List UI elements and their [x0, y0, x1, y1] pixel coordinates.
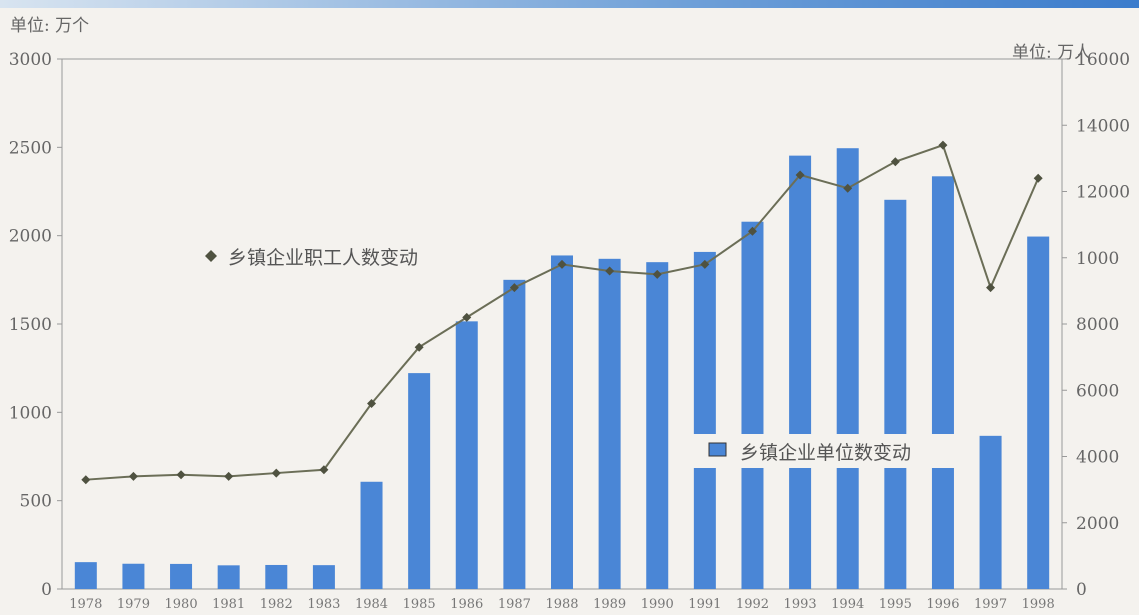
x-tick-label: 1979	[117, 597, 150, 612]
x-tick-label: 1998	[1022, 597, 1055, 612]
x-axis: 1978 1979 1980 1981 1982 1983 1984 1985 1986 1987…	[69, 597, 1054, 612]
bar	[789, 155, 812, 590]
bar	[836, 148, 859, 589]
line-point	[795, 170, 805, 180]
line-point	[557, 259, 567, 269]
x-tick-label: 1988	[545, 597, 578, 612]
left-tick-label: 500	[20, 492, 52, 512]
right-tick-label: 14000	[1076, 116, 1130, 136]
x-tick-label: 1978	[69, 597, 102, 612]
x-tick-label: 1983	[307, 597, 340, 612]
legend-line-marker-icon	[205, 250, 217, 262]
x-tick-label: 1989	[593, 597, 626, 612]
bar	[551, 255, 573, 589]
bar	[646, 262, 669, 589]
legend-line-series: 乡镇企业职工人数变动	[205, 247, 418, 269]
line-point	[843, 183, 853, 193]
line-point	[890, 157, 900, 167]
x-tick-label: 1996	[926, 597, 959, 612]
bar	[74, 562, 97, 589]
line-point	[319, 465, 329, 475]
x-tick-label: 1987	[498, 597, 531, 612]
line-point	[176, 470, 186, 480]
line-point	[271, 468, 281, 478]
line-point	[128, 471, 138, 481]
x-tick-label: 1997	[974, 597, 1007, 612]
x-tick-label: 1982	[260, 597, 293, 612]
left-tick-label: 1000	[9, 403, 52, 423]
right-tick-label: 4000	[1076, 448, 1119, 468]
bar	[360, 481, 383, 589]
left-tick-label: 2000	[9, 227, 52, 247]
bar	[265, 564, 288, 589]
line-point	[1033, 173, 1043, 183]
top-decoration-band	[0, 0, 1139, 8]
bar-series-units	[74, 148, 1050, 590]
left-tick-label: 3000	[9, 50, 52, 70]
right-tick-label: 1000	[1076, 249, 1119, 269]
bar	[408, 373, 431, 589]
bar	[455, 321, 478, 589]
x-tick-label: 1981	[212, 597, 245, 612]
bar	[693, 251, 716, 590]
left-tick-label: 2500	[9, 138, 52, 158]
line-series-employees	[81, 140, 1043, 485]
bar	[884, 199, 907, 589]
right-tick-label: 6000	[1076, 381, 1119, 401]
left-axis-unit-label: 单位: 万个	[10, 16, 89, 36]
bar	[979, 435, 1002, 589]
legend-bar-label: 乡镇企业单位数变动	[740, 442, 911, 464]
legend-bar-swatch-icon	[708, 442, 727, 457]
legend-bar-background	[690, 434, 958, 468]
x-tick-label: 1990	[641, 597, 674, 612]
x-tick-label: 1993	[784, 597, 817, 612]
right-tick-label: 12000	[1076, 183, 1130, 203]
x-tick-label: 1985	[403, 597, 436, 612]
line-point	[652, 269, 662, 279]
right-tick-label: 16000	[1076, 50, 1130, 70]
bar	[503, 279, 526, 589]
line-point	[224, 471, 234, 481]
legend-line-label: 乡镇企业职工人数变动	[228, 247, 418, 269]
line-point	[367, 399, 377, 408]
x-tick-label: 1984	[355, 597, 388, 612]
line-point	[414, 342, 424, 352]
bar	[217, 565, 240, 589]
line-point	[986, 283, 996, 293]
x-tick-label: 1995	[879, 597, 912, 612]
line-point	[605, 266, 615, 276]
line-point	[747, 226, 757, 236]
x-tick-label: 1994	[831, 597, 864, 612]
left-tick-label: 0	[41, 580, 52, 600]
right-axis-unit-label: 单位: 万人	[1012, 43, 1091, 63]
bar	[170, 563, 193, 589]
line-point	[938, 140, 948, 150]
right-tick-label: 8000	[1076, 315, 1119, 335]
bar	[598, 258, 621, 589]
bar	[741, 221, 764, 589]
left-tick-label: 1500	[9, 315, 52, 335]
x-tick-label: 1980	[165, 597, 198, 612]
line-point	[509, 283, 519, 293]
bar	[312, 565, 335, 589]
right-tick-label: 2000	[1076, 514, 1119, 534]
bar	[931, 176, 954, 589]
line-point	[81, 475, 91, 485]
right-tick-label: 0	[1076, 580, 1087, 600]
x-tick-label: 1986	[450, 597, 483, 612]
right-y-axis: 0 2000 4000 6000 8000 1000 12000 14000 16000	[1062, 50, 1130, 600]
bar	[1027, 236, 1050, 590]
line-point	[700, 259, 710, 269]
legend-bar-series: 乡镇企业单位数变动	[690, 434, 958, 468]
left-y-axis: 0 500 1000 1500 2000 2500 3000	[9, 50, 62, 600]
bar	[122, 563, 145, 589]
x-tick-label: 1992	[736, 597, 769, 612]
x-tick-label: 1991	[688, 597, 721, 612]
line-point	[462, 312, 472, 322]
